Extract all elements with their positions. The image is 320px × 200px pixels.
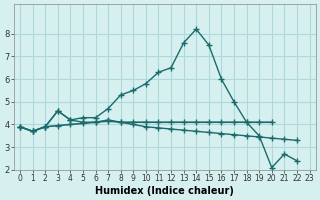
X-axis label: Humidex (Indice chaleur): Humidex (Indice chaleur) xyxy=(95,186,234,196)
